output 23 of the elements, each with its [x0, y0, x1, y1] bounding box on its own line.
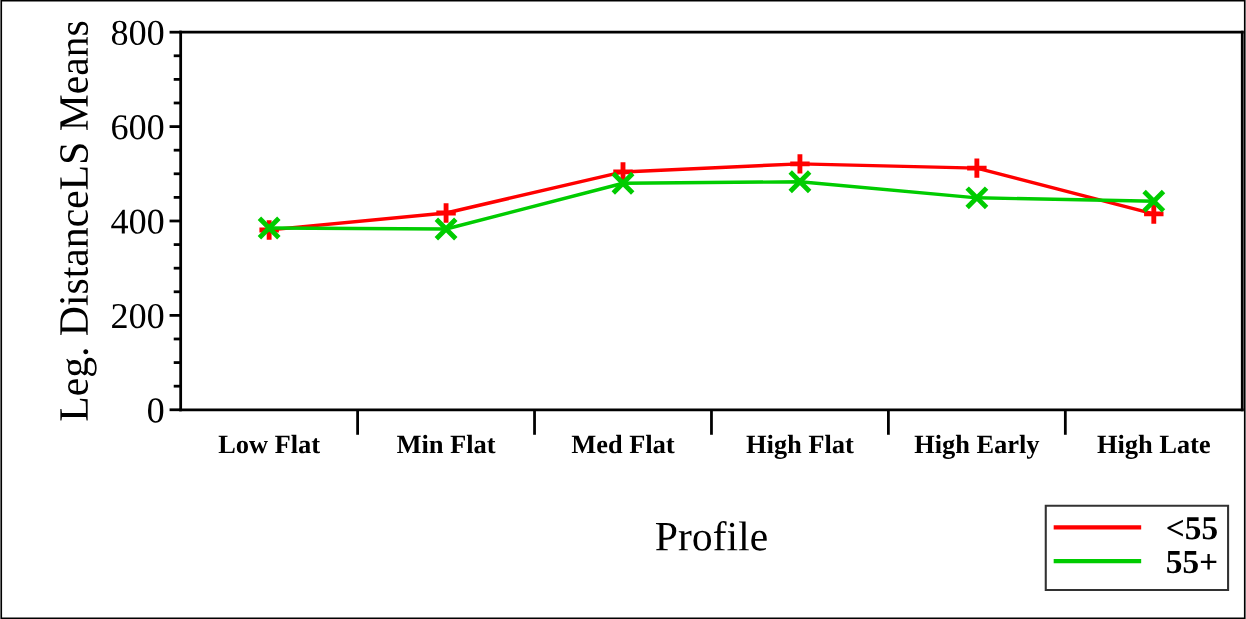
y-tick-label: 600	[112, 115, 164, 140]
point	[787, 169, 813, 194]
point	[964, 155, 990, 181]
legend-label: <55	[1167, 517, 1217, 540]
point	[433, 200, 459, 226]
point	[964, 185, 990, 211]
x-tick-label: Low Flat	[218, 434, 320, 454]
x-tick-label: High Flat	[746, 434, 854, 459]
y-tick-label: 0	[148, 398, 164, 423]
y-tick-label: 800	[111, 20, 164, 46]
point	[433, 216, 459, 242]
y-tick-label: 200	[112, 303, 164, 329]
x-tick-label: Min Flat	[397, 434, 496, 454]
point	[610, 171, 636, 196]
x-axis-title: Profile	[655, 520, 767, 551]
x-tick-label: High Late	[1097, 434, 1210, 459]
legend-label: 55+	[1167, 551, 1217, 574]
x-tick-label: Med Flat	[571, 434, 675, 454]
x-tick-label: High Early	[914, 434, 1040, 459]
point	[787, 151, 813, 177]
y-axis-title: Leg. DistanceLS Means	[60, 21, 97, 421]
point	[1141, 189, 1166, 214]
y-tick-label: 400	[111, 209, 164, 234]
